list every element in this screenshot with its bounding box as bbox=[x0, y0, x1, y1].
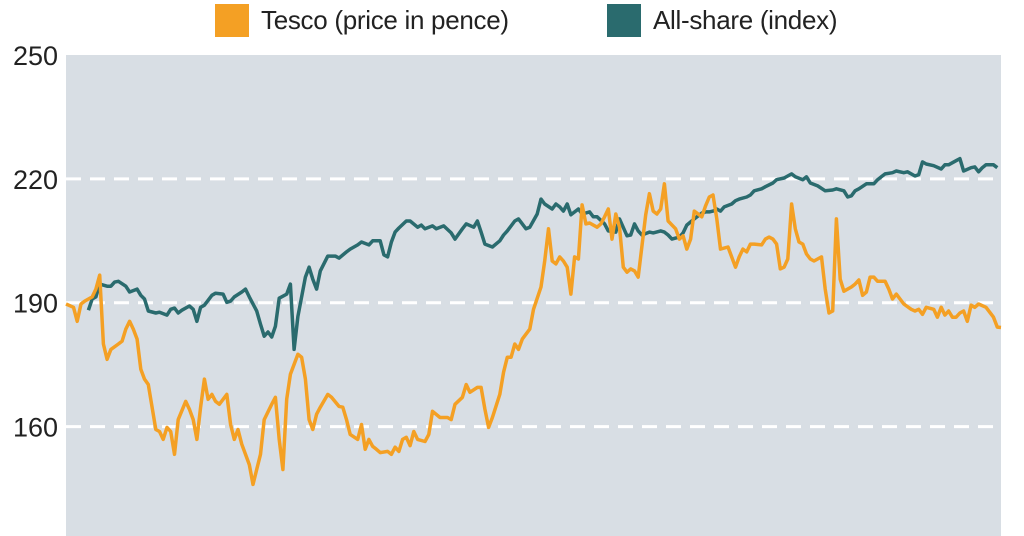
legend-item-allshare: All-share (index) bbox=[607, 0, 837, 40]
tesco-swatch bbox=[215, 3, 249, 37]
tesco-line bbox=[65, 182, 1002, 487]
legend-label-tesco: Tesco (price in pence) bbox=[261, 4, 509, 35]
y-tick-label: 160 bbox=[13, 413, 58, 443]
y-axis: 160 190 220 250 bbox=[13, 41, 58, 443]
allshare-line bbox=[86, 156, 999, 352]
gridlines bbox=[66, 177, 1001, 429]
plot-background bbox=[66, 55, 1001, 536]
y-tick-label: 190 bbox=[13, 289, 58, 319]
legend-item-tesco: Tesco (price in pence) bbox=[215, 0, 509, 40]
y-tick-label: 250 bbox=[13, 41, 58, 71]
legend-label-allshare: All-share (index) bbox=[653, 4, 838, 35]
y-tick-label: 220 bbox=[13, 165, 58, 195]
allshare-swatch bbox=[607, 3, 641, 37]
series-lines bbox=[65, 156, 1002, 487]
